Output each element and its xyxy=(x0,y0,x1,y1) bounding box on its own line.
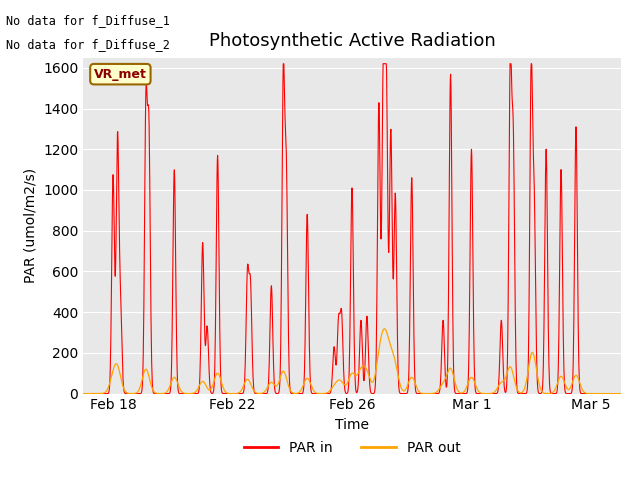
Y-axis label: PAR (umol/m2/s): PAR (umol/m2/s) xyxy=(24,168,38,283)
Title: Photosynthetic Active Radiation: Photosynthetic Active Radiation xyxy=(209,33,495,50)
Text: No data for f_Diffuse_1: No data for f_Diffuse_1 xyxy=(6,14,170,27)
X-axis label: Time: Time xyxy=(335,418,369,432)
Legend: PAR in, PAR out: PAR in, PAR out xyxy=(238,435,466,461)
Text: VR_met: VR_met xyxy=(94,68,147,81)
Text: No data for f_Diffuse_2: No data for f_Diffuse_2 xyxy=(6,38,170,51)
